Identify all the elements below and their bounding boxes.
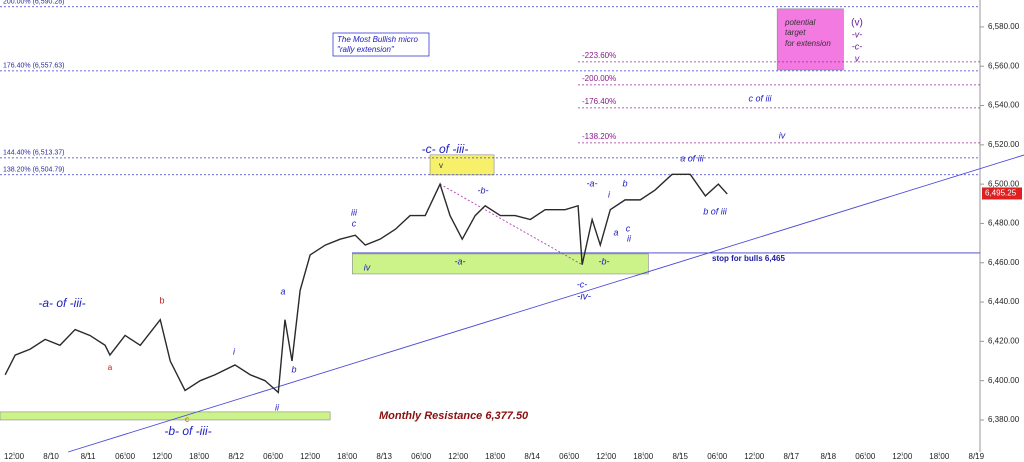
- wave-label: b: [291, 364, 296, 374]
- x-tick-label: 12:00: [744, 452, 765, 461]
- x-tick-label: 18:00: [485, 452, 506, 461]
- wave-label: iii: [351, 207, 358, 217]
- wave-label: potential: [784, 18, 815, 27]
- zone: [352, 253, 649, 275]
- x-tick-label: 12:00: [596, 452, 617, 461]
- x-tick-label: 18:00: [929, 452, 950, 461]
- x-tick-label: 8/19: [969, 452, 985, 461]
- x-tick-label: 06:00: [855, 452, 876, 461]
- x-tick-label: 8/18: [820, 452, 836, 461]
- last-price-box: [982, 187, 1022, 200]
- x-tick-label: 06:00: [559, 452, 580, 461]
- x-tick-label: 12:00: [892, 452, 913, 461]
- x-tick-label: 06:00: [115, 452, 136, 461]
- wave-label: a of iii: [680, 153, 705, 163]
- fib-label: 138.20% (6,504.79): [3, 167, 65, 174]
- stop-label: stop for bulls 6,465: [712, 254, 785, 263]
- wave-label: a: [108, 363, 113, 372]
- x-tick-label: 18:00: [337, 452, 358, 461]
- wave-label: a: [280, 286, 285, 296]
- y-tick-label: 6,500.00: [988, 179, 1020, 188]
- wave-label: c: [626, 223, 631, 233]
- x-tick-label: 06:00: [263, 452, 284, 461]
- x-tick-label: 8/10: [43, 452, 59, 461]
- wave-label: -c-: [577, 279, 588, 289]
- y-tick-label: 6,580.00: [988, 22, 1020, 31]
- extension-label: -223.60%: [582, 51, 616, 60]
- wave-label: iv: [779, 130, 786, 140]
- wave-label: Monthly Resistance 6,377.50: [379, 410, 529, 422]
- wave-label: -v-: [852, 29, 863, 39]
- y-tick-label: 6,400.00: [988, 376, 1020, 385]
- wave-label: i: [608, 189, 611, 199]
- wave-label: v: [439, 161, 443, 170]
- y-tick-label: 6,440.00: [988, 297, 1020, 306]
- zone: [0, 411, 331, 421]
- wave-label: -c- of -iii-: [422, 142, 469, 156]
- wave-label: i: [233, 346, 236, 356]
- y-tick-label: 6,540.00: [988, 101, 1020, 110]
- extension-label: -200.00%: [582, 74, 616, 83]
- x-tick-label: 06:00: [411, 452, 432, 461]
- last-price-label: 6,495.25: [985, 189, 1017, 198]
- x-tick-label: 18:00: [189, 452, 210, 461]
- connector: [439, 183, 583, 266]
- x-tick-label: 8/14: [524, 452, 540, 461]
- wave-label: target: [785, 28, 806, 37]
- x-tick-label: 8/15: [672, 452, 688, 461]
- x-tick-label: 06:00: [707, 452, 728, 461]
- wave-label: b: [622, 178, 627, 188]
- wave-label: -a-: [455, 256, 466, 266]
- y-tick-label: 6,560.00: [988, 61, 1020, 70]
- wave-label: (v): [851, 18, 863, 29]
- trendline: [67, 154, 1024, 453]
- wave-label: v: [855, 53, 860, 63]
- x-tick-label: 12:00: [300, 452, 321, 461]
- x-tick-label: 12:00: [448, 452, 469, 461]
- y-tick-label: 6,420.00: [988, 336, 1020, 345]
- zone: [429, 154, 495, 176]
- wave-label: b of iii: [703, 206, 728, 216]
- x-tick-label: 8/17: [783, 452, 799, 461]
- wave-label: a: [613, 227, 618, 237]
- wave-label: c: [185, 415, 189, 424]
- note-box: [332, 32, 430, 57]
- x-tick-label: 12:00: [4, 452, 25, 461]
- fib-label: 176.40% (6,557.63): [3, 63, 65, 70]
- extension-label: -138.20%: [582, 132, 616, 141]
- zone: [776, 8, 844, 71]
- wave-label: -b- of -iii-: [164, 424, 211, 438]
- fib-label: 144.40% (6,513.37): [3, 150, 65, 157]
- extension-label: -176.40%: [582, 97, 616, 106]
- price-line: [4, 173, 728, 394]
- x-tick-label: 12:00: [152, 452, 173, 461]
- wave-label: ii: [275, 402, 280, 412]
- wave-label: "rally extension": [337, 45, 395, 54]
- x-tick-label: 8/11: [81, 452, 97, 461]
- wave-label: c of iii: [748, 93, 772, 103]
- wave-label: -b-: [599, 256, 610, 266]
- wave-label: -iv-: [577, 292, 592, 303]
- wave-label: iv: [364, 262, 371, 272]
- wave-label: The Most Bullish micro: [337, 35, 418, 44]
- wave-label: -a- of -iii-: [38, 296, 85, 310]
- x-tick-label: 8/13: [376, 452, 392, 461]
- wave-label: ii: [627, 233, 632, 243]
- x-tick-label: 18:00: [633, 452, 654, 461]
- wave-label: -c-: [852, 41, 863, 51]
- fib-label: 200.00% (6,590.28): [3, 0, 65, 6]
- y-tick-label: 6,380.00: [988, 415, 1020, 424]
- wave-label: -a-: [587, 178, 598, 188]
- wave-label: for extension: [785, 39, 831, 48]
- x-tick-label: 8/12: [228, 452, 244, 461]
- y-tick-label: 6,480.00: [988, 219, 1020, 228]
- wave-label: b: [159, 295, 164, 305]
- wave-label: -b-: [478, 185, 489, 195]
- y-tick-label: 6,460.00: [988, 258, 1020, 267]
- wave-label: c: [352, 218, 357, 228]
- y-tick-label: 6,520.00: [988, 140, 1020, 149]
